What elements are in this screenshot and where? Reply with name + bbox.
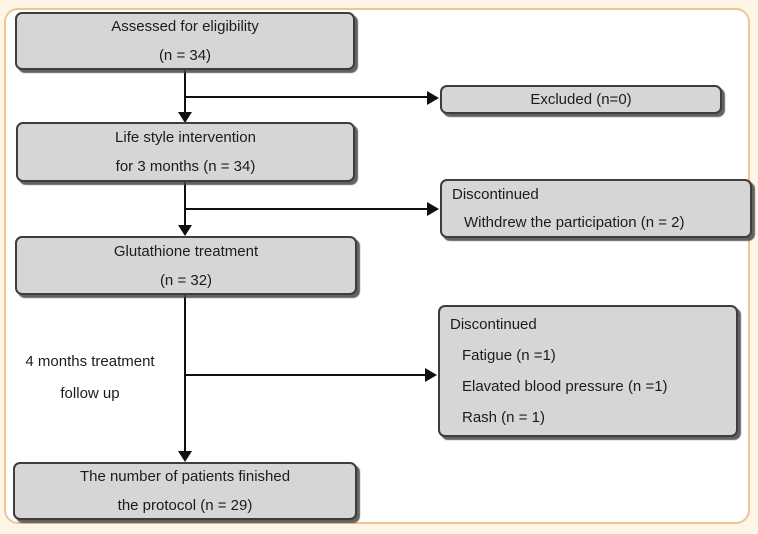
arrowhead-right-excluded (427, 91, 439, 105)
box-finished-protocol: The number of patients finished the prot… (13, 462, 357, 520)
connector-v-assessed-lifestyle (184, 70, 186, 112)
box-text-line: The number of patients finished (79, 468, 291, 485)
box-text-line: the protocol (n = 29) (117, 497, 253, 514)
box-text-title: Discontinued (452, 185, 539, 203)
box-glutathione-treatment: Glutathione treatment (n = 32) (15, 236, 357, 295)
box-text-item: Fatigue (n =1) (462, 347, 556, 364)
followup-duration-label: 4 months treatment follow up (0, 346, 180, 410)
box-text-line: Glutathione treatment (113, 242, 259, 260)
box-text-line: (n = 32) (159, 271, 213, 289)
box-text-line: for 3 months (n = 34) (115, 158, 256, 175)
box-discontinued-withdrew: Discontinued Withdrew the participation … (440, 179, 752, 238)
box-text-line: Assessed for eligibility (111, 18, 259, 35)
box-text-item: Withdrew the participation (n = 2) (464, 213, 685, 231)
box-discontinued-followup: Discontinued Fatigue (n =1) Elavated blo… (438, 305, 738, 437)
box-excluded: Excluded (n=0) (440, 85, 722, 114)
box-text-item: Elavated blood pressure (n =1) (462, 378, 668, 395)
arrowhead-down-lifestyle (178, 112, 192, 123)
connector-h-withdrew (185, 208, 427, 210)
connector-v-glutathione-finished (184, 295, 186, 451)
box-text-line: Excluded (n=0) (530, 91, 632, 108)
connector-h-discontinued2 (185, 374, 425, 376)
box-assessed-eligibility: Assessed for eligibility (n = 34) (15, 12, 355, 70)
arrowhead-right-discontinued2 (425, 368, 437, 382)
arrowhead-down-glutathione (178, 225, 192, 236)
followup-label-line: follow up (60, 385, 120, 402)
connector-v-lifestyle-glutathione (184, 182, 186, 225)
box-text-title: Discontinued (450, 316, 537, 333)
followup-label-line: 4 months treatment (25, 353, 155, 370)
box-text-item: Rash (n = 1) (462, 409, 545, 426)
arrowhead-down-finished (178, 451, 192, 462)
box-text-line: (n = 34) (158, 47, 212, 64)
box-text-line: Life style intervention (115, 129, 256, 146)
connector-h-excluded (185, 96, 427, 98)
arrowhead-right-withdrew (427, 202, 439, 216)
box-lifestyle-intervention: Life style intervention for 3 months (n … (16, 122, 355, 182)
